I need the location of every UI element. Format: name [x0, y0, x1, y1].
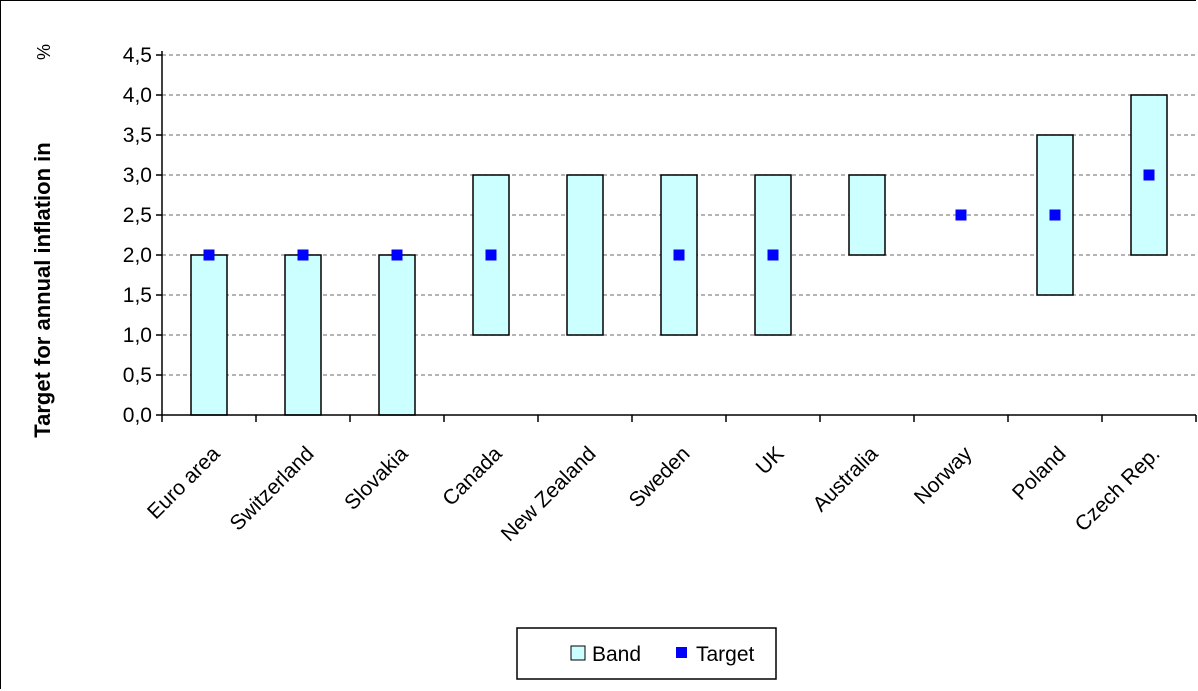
y-tick-label: 4,5 — [123, 44, 152, 67]
target-marker — [1049, 209, 1061, 221]
target-marker — [297, 249, 309, 261]
target-marker — [485, 249, 497, 261]
legend-box — [516, 627, 777, 680]
category-label: Poland — [1008, 442, 1071, 505]
y-tick-label: 3,0 — [123, 164, 152, 187]
category-label: Canada — [438, 442, 507, 511]
target-series — [203, 169, 1155, 261]
category-label: Switzerland — [226, 442, 319, 535]
band-bar — [566, 174, 604, 336]
band-bar — [284, 254, 322, 416]
target-marker — [673, 249, 685, 261]
band-series — [190, 94, 1168, 416]
legend-band-swatch — [570, 645, 586, 661]
y-tick-label: 2,5 — [123, 204, 152, 227]
y-tick-label: 1,0 — [123, 324, 152, 347]
target-marker — [203, 249, 215, 261]
category-label: Norway — [910, 442, 977, 509]
category-label: Slovakia — [340, 442, 413, 515]
category-label: Australia — [808, 442, 882, 516]
band-bar — [848, 174, 886, 256]
y-tick-label: 3,5 — [123, 124, 152, 147]
band-bar — [190, 254, 228, 416]
y-tick-label: 2,0 — [123, 244, 152, 267]
category-label: Sweden — [625, 442, 695, 512]
legend-target-swatch — [676, 647, 687, 658]
category-label: Euro area — [143, 442, 225, 524]
legend: Band Target — [516, 627, 777, 680]
y-tick-label: 4,0 — [123, 84, 152, 107]
legend-band-label: Band — [592, 643, 641, 666]
y-axis-unit: % — [34, 44, 54, 60]
target-marker — [955, 209, 967, 221]
category-label: Czech Rep. — [1071, 442, 1165, 536]
target-marker — [391, 249, 403, 261]
band-bar — [378, 254, 416, 416]
y-tick-label: 0,5 — [123, 364, 152, 387]
y-tick-label: 0,0 — [123, 404, 152, 427]
y-tick-label: 1,5 — [123, 284, 152, 307]
legend-target-label: Target — [696, 643, 755, 666]
target-marker — [767, 249, 779, 261]
axes — [161, 51, 1197, 422]
target-marker — [1143, 169, 1155, 181]
category-label: New Zealand — [497, 442, 601, 546]
grid-lines — [162, 54, 1196, 376]
category-label: UK — [752, 442, 789, 479]
y-axis-ticks: 0,0 0,5 1,0 1,5 2,0 2,5 3,0 3,5 4,0 4,5 — [123, 44, 162, 427]
y-axis-label: Target for annual inflation in — [30, 142, 55, 437]
